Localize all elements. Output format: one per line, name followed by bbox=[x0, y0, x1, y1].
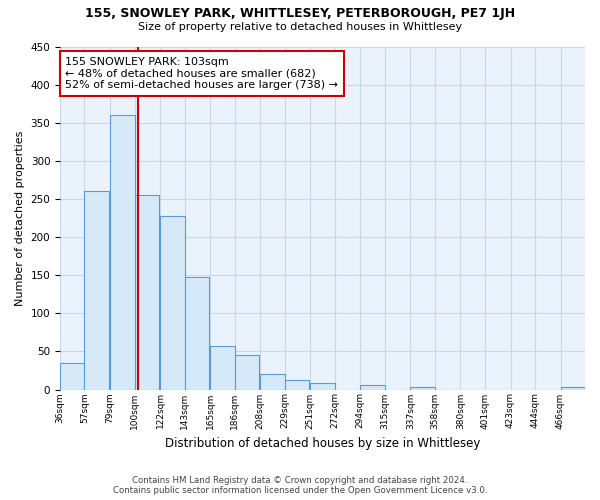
Bar bbox=[60, 363, 85, 390]
Bar bbox=[260, 374, 284, 390]
Text: 155, SNOWLEY PARK, WHITTLESEY, PETERBOROUGH, PE7 1JH: 155, SNOWLEY PARK, WHITTLESEY, PETERBORO… bbox=[85, 8, 515, 20]
Text: Size of property relative to detached houses in Whittlesey: Size of property relative to detached ho… bbox=[138, 22, 462, 32]
Bar bbox=[560, 387, 585, 390]
Text: 155 SNOWLEY PARK: 103sqm
← 48% of detached houses are smaller (682)
52% of semi-: 155 SNOWLEY PARK: 103sqm ← 48% of detach… bbox=[65, 57, 338, 90]
Bar bbox=[235, 355, 259, 390]
Text: Contains HM Land Registry data © Crown copyright and database right 2024.
Contai: Contains HM Land Registry data © Crown c… bbox=[113, 476, 487, 495]
Y-axis label: Number of detached properties: Number of detached properties bbox=[15, 130, 25, 306]
Bar bbox=[410, 387, 435, 390]
Bar bbox=[284, 380, 309, 390]
Bar bbox=[310, 384, 335, 390]
Bar bbox=[361, 385, 385, 390]
Bar bbox=[134, 195, 159, 390]
Bar bbox=[110, 115, 134, 390]
Bar bbox=[160, 216, 185, 390]
X-axis label: Distribution of detached houses by size in Whittlesey: Distribution of detached houses by size … bbox=[165, 437, 480, 450]
Bar bbox=[185, 276, 209, 390]
Bar bbox=[210, 346, 235, 390]
Bar bbox=[85, 192, 109, 390]
